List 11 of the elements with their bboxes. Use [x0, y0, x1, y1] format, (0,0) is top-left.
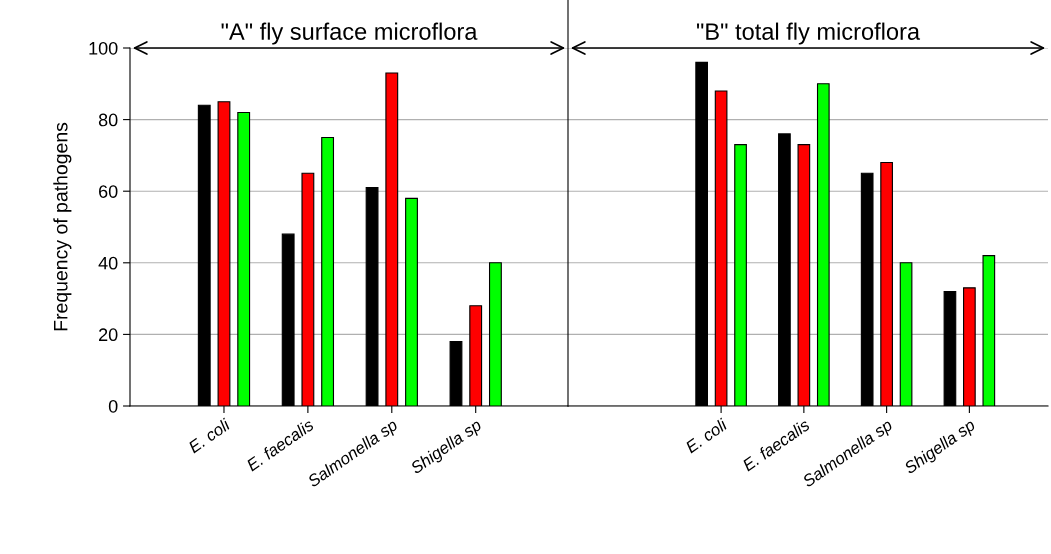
y-tick-label: 20: [99, 328, 118, 342]
y-tick-label: 0: [108, 399, 118, 413]
y-tick-label: 60: [99, 185, 118, 198]
y-axis-title: Frequency of pathogens: [53, 122, 72, 331]
chart-title: "A" fly surface microflora: [221, 22, 478, 45]
x-tick-label: E. coli: [684, 417, 729, 454]
y-tick-label: 80: [98, 113, 118, 127]
y-tick-label: 40: [98, 256, 118, 270]
chart-title: "B" total fly microflora: [696, 22, 921, 45]
y-tick-label: 100: [89, 41, 118, 55]
x-tick-label: E. coli: [187, 417, 232, 454]
